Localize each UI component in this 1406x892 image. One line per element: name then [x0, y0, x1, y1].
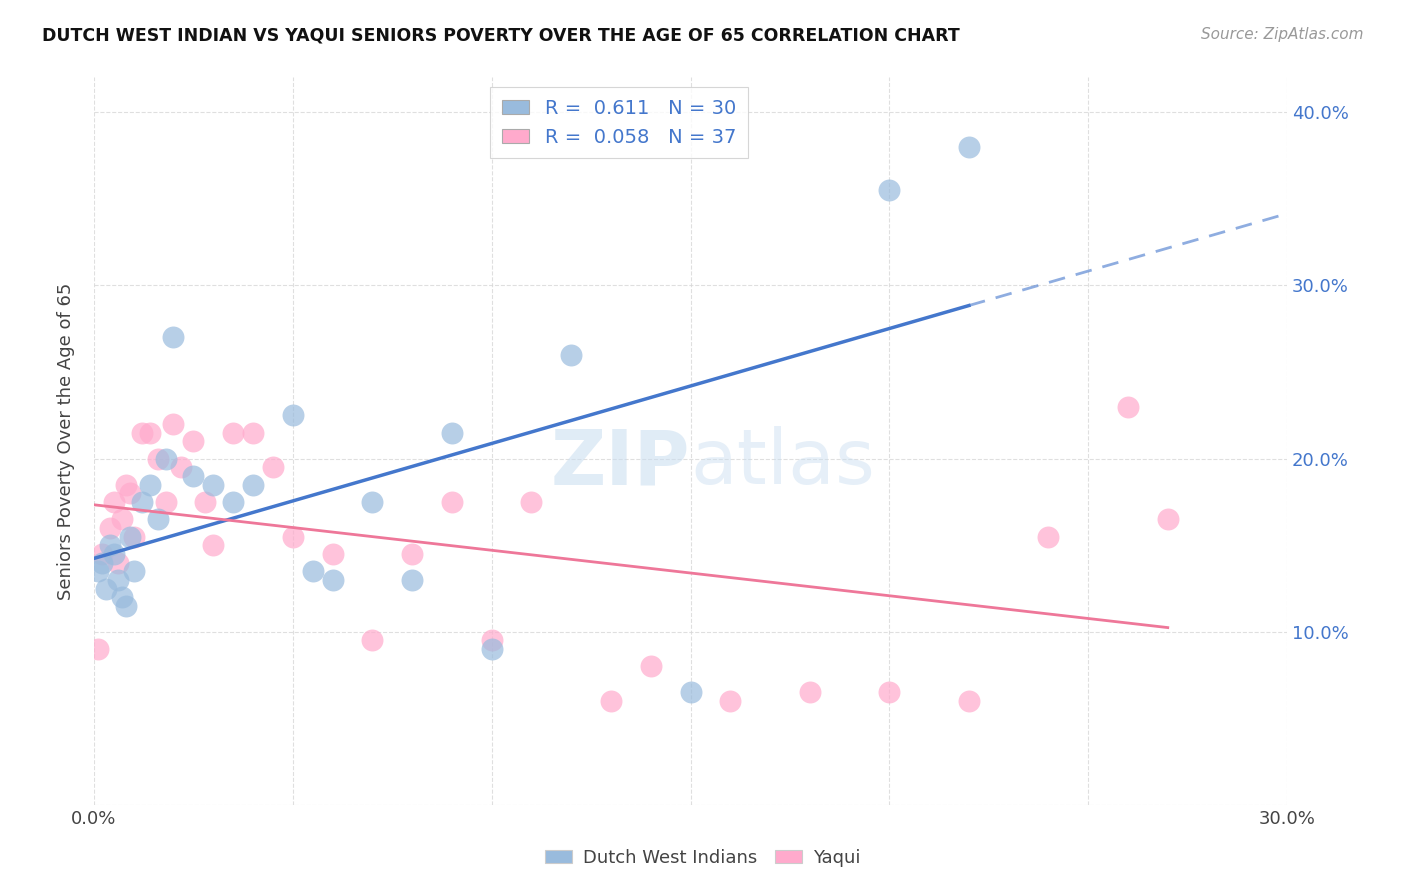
Point	[94, 582, 117, 596]
Point	[103, 547, 125, 561]
Point	[440, 495, 463, 509]
Point	[718, 694, 741, 708]
Point	[440, 425, 463, 440]
Point	[1116, 400, 1139, 414]
Point	[87, 642, 110, 657]
Point	[361, 633, 384, 648]
Point	[481, 642, 503, 657]
Point	[183, 434, 205, 449]
Point	[560, 348, 582, 362]
Point	[98, 521, 121, 535]
Point	[202, 477, 225, 491]
Point	[242, 477, 264, 491]
Point	[301, 564, 323, 578]
Point	[146, 512, 169, 526]
Point	[281, 530, 304, 544]
Point	[879, 183, 901, 197]
Point	[131, 425, 153, 440]
Point	[118, 486, 141, 500]
Point	[87, 564, 110, 578]
Point	[107, 573, 129, 587]
Point	[183, 469, 205, 483]
Point	[361, 495, 384, 509]
Text: DUTCH WEST INDIAN VS YAQUI SENIORS POVERTY OVER THE AGE OF 65 CORRELATION CHART: DUTCH WEST INDIAN VS YAQUI SENIORS POVER…	[42, 27, 960, 45]
Point	[401, 547, 423, 561]
Text: Source: ZipAtlas.com: Source: ZipAtlas.com	[1201, 27, 1364, 42]
Point	[679, 685, 702, 699]
Point	[222, 425, 245, 440]
Point	[322, 573, 344, 587]
Point	[262, 460, 284, 475]
Point	[122, 564, 145, 578]
Point	[600, 694, 623, 708]
Text: atlas: atlas	[690, 426, 876, 500]
Point	[170, 460, 193, 475]
Point	[879, 685, 901, 699]
Point	[90, 547, 112, 561]
Point	[401, 573, 423, 587]
Point	[107, 556, 129, 570]
Point	[799, 685, 821, 699]
Point	[146, 451, 169, 466]
Point	[138, 425, 160, 440]
Point	[1038, 530, 1060, 544]
Point	[122, 530, 145, 544]
Point	[114, 477, 136, 491]
Legend: Dutch West Indians, Yaqui: Dutch West Indians, Yaqui	[538, 842, 868, 874]
Point	[103, 495, 125, 509]
Point	[242, 425, 264, 440]
Point	[520, 495, 543, 509]
Text: ZIP: ZIP	[551, 426, 690, 500]
Point	[111, 512, 134, 526]
Point	[111, 590, 134, 604]
Point	[640, 659, 662, 673]
Point	[957, 140, 980, 154]
Point	[322, 547, 344, 561]
Point	[957, 694, 980, 708]
Legend: R =  0.611   N = 30, R =  0.058   N = 37: R = 0.611 N = 30, R = 0.058 N = 37	[491, 87, 748, 158]
Point	[194, 495, 217, 509]
Point	[162, 330, 184, 344]
Point	[114, 599, 136, 613]
Point	[155, 495, 177, 509]
Point	[131, 495, 153, 509]
Point	[222, 495, 245, 509]
Point	[138, 477, 160, 491]
Point	[98, 538, 121, 552]
Point	[481, 633, 503, 648]
Point	[162, 417, 184, 431]
Point	[155, 451, 177, 466]
Point	[202, 538, 225, 552]
Point	[90, 556, 112, 570]
Point	[281, 409, 304, 423]
Y-axis label: Seniors Poverty Over the Age of 65: Seniors Poverty Over the Age of 65	[58, 283, 75, 600]
Point	[118, 530, 141, 544]
Point	[1157, 512, 1180, 526]
